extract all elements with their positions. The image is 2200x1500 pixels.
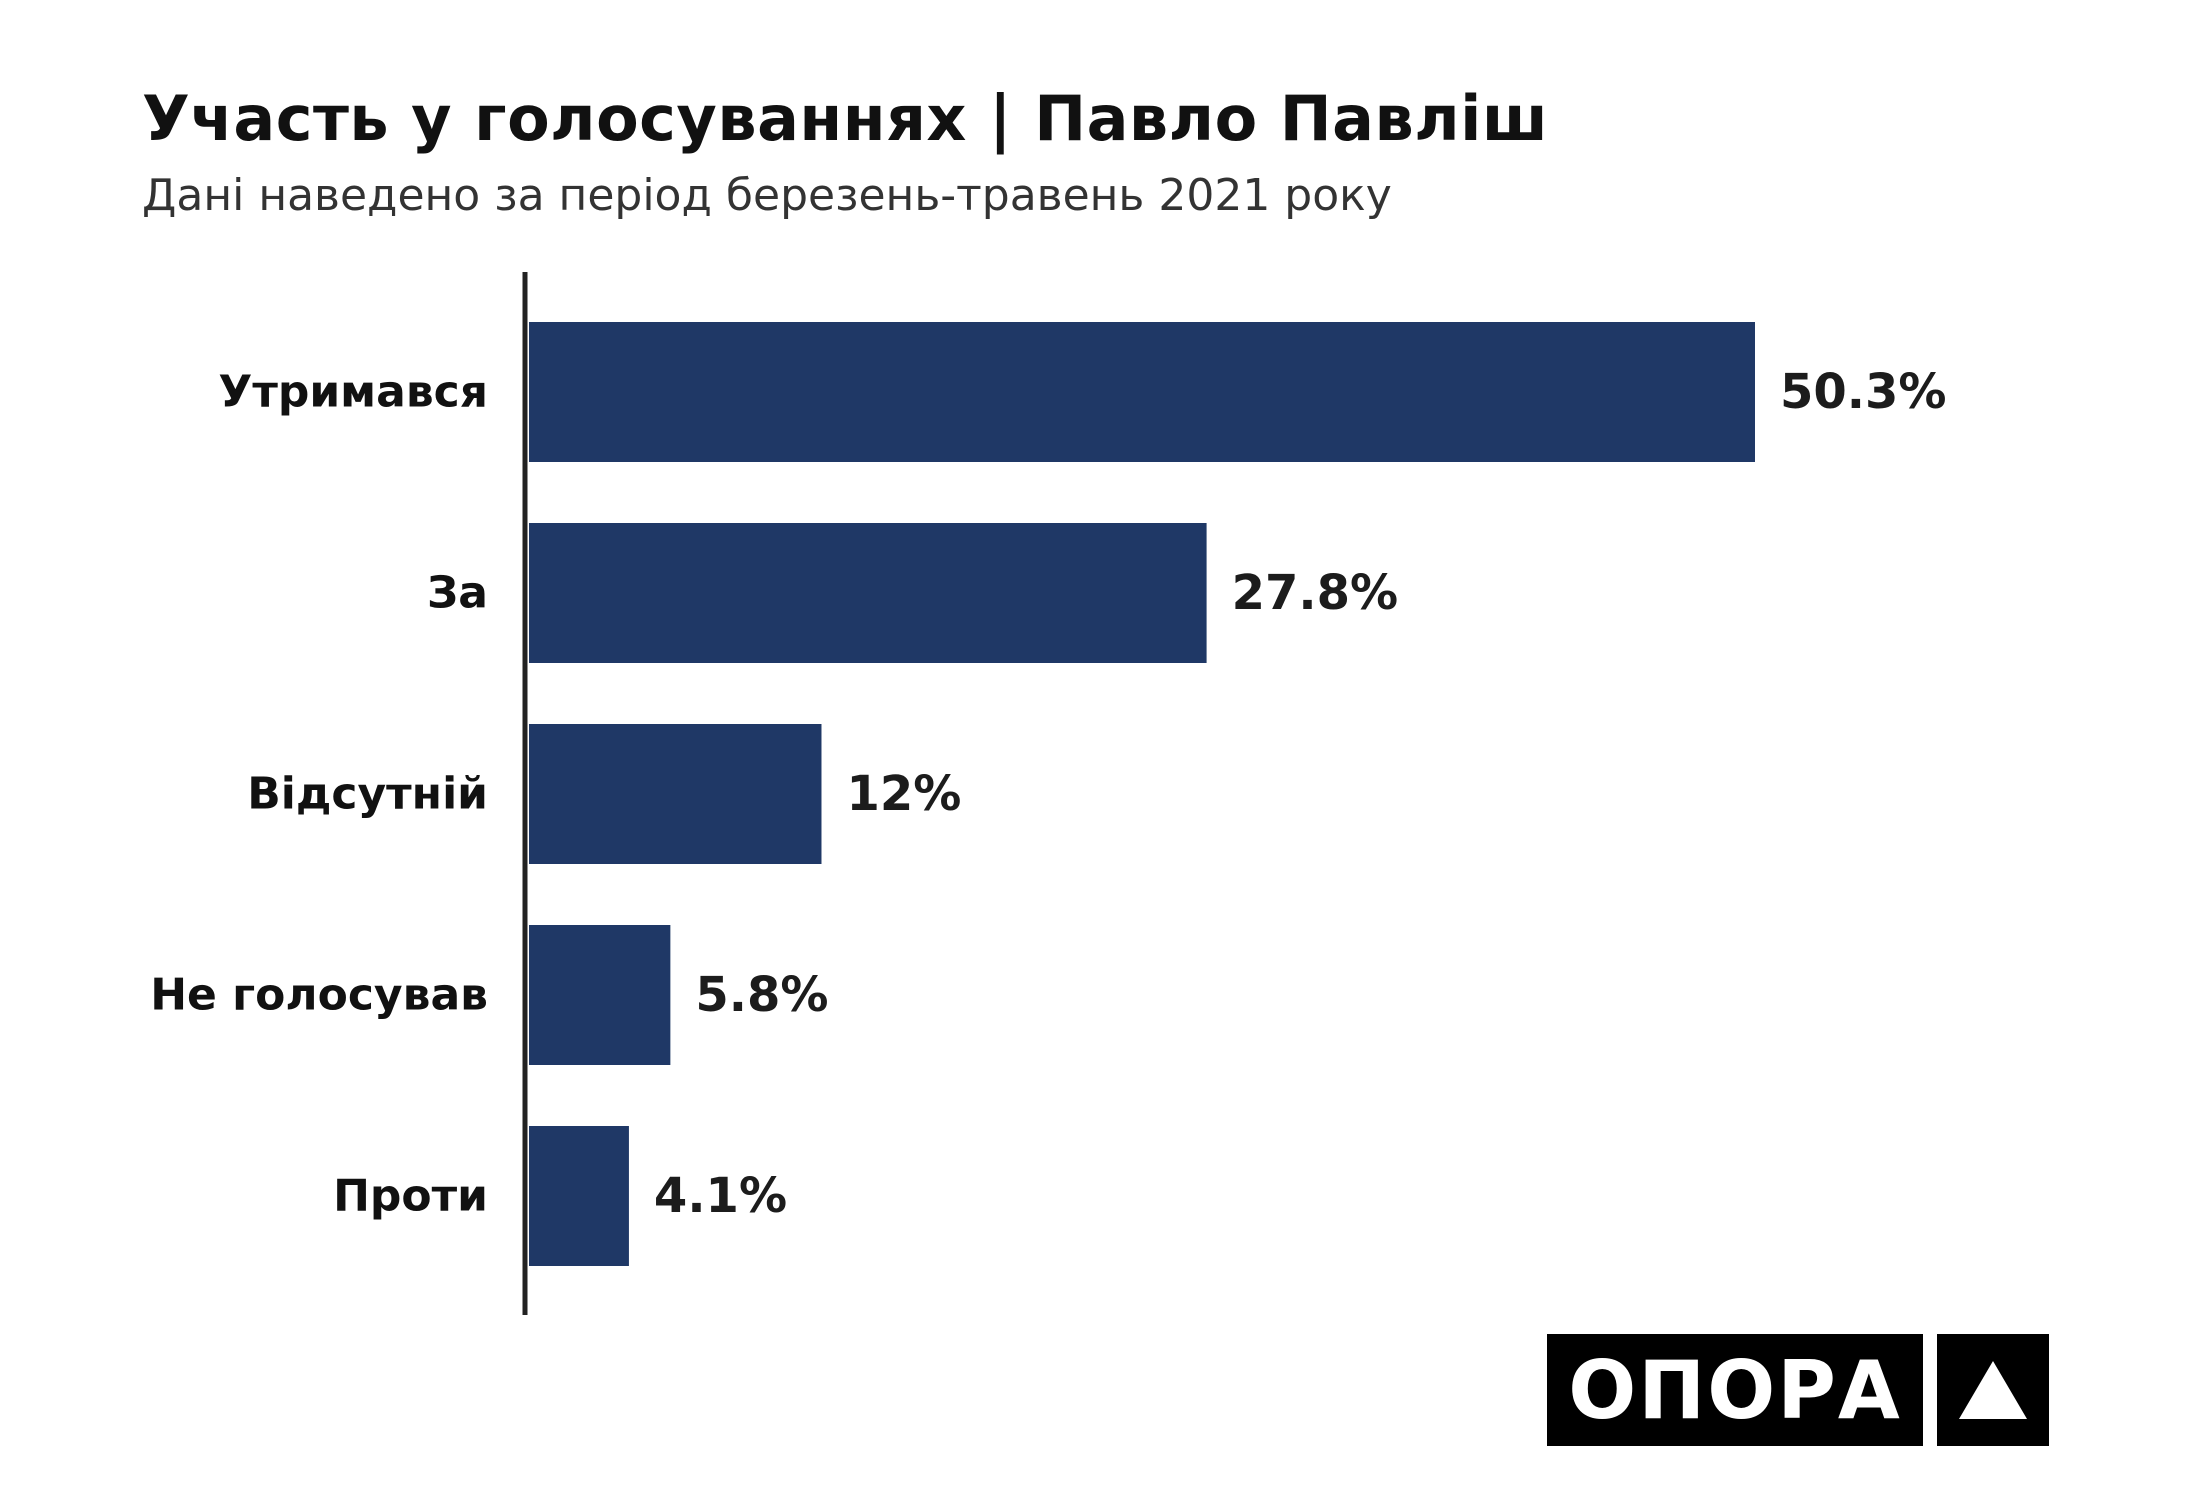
bar-2: [529, 724, 822, 864]
value-label: 50.3%: [1780, 364, 1947, 420]
bar-4: [529, 1126, 629, 1266]
value-label: 5.8%: [695, 967, 828, 1023]
logo-wordmark: ОПОРА: [1547, 1334, 1923, 1446]
bar-3: [529, 925, 671, 1065]
category-label: За: [427, 568, 488, 619]
opora-logo: ОПОРА: [1547, 1334, 2049, 1446]
chart-title: Участь у голосуваннях | Павло Павліш: [142, 82, 1549, 155]
value-label: 4.1%: [654, 1168, 787, 1224]
category-label: Утримався: [218, 367, 488, 418]
triangle-icon: [1937, 1334, 2049, 1446]
bar-1: [529, 523, 1207, 663]
category-label: Проти: [333, 1171, 488, 1222]
value-label: 12%: [846, 766, 961, 822]
category-label: Не голосував: [150, 970, 488, 1021]
bars-group: Утримався 50.3% За 27.8% Відсутній 12% Не голо…: [150, 322, 1947, 1266]
category-label: Відсутній: [247, 769, 488, 820]
value-label: 27.8%: [1232, 565, 1399, 621]
chart-subtitle: Дані наведено за період березень-травень…: [142, 170, 1392, 221]
bar-0: [529, 322, 1755, 462]
